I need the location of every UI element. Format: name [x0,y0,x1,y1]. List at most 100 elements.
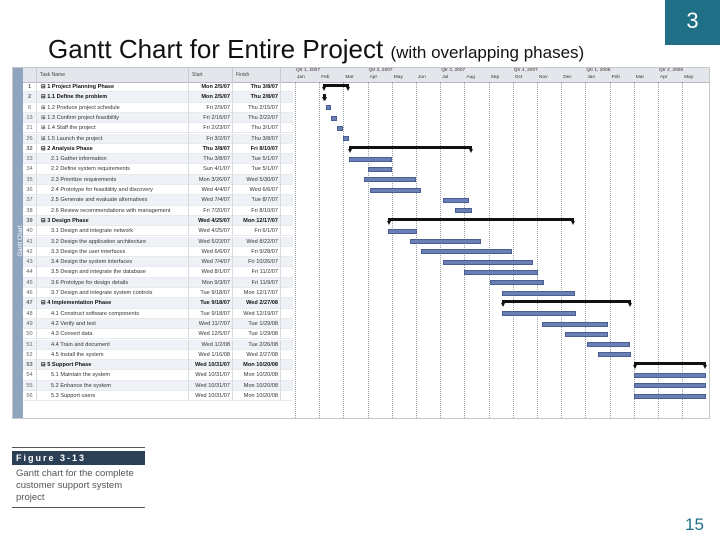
task-bar[interactable] [597,352,632,358]
summary-bar[interactable] [632,362,707,370]
task-bar[interactable] [409,239,482,245]
task-finish: Fri 10/26/07 [233,257,281,268]
task-bar[interactable] [367,167,392,172]
task-bar[interactable] [454,208,472,214]
task-finish: Thu 2/22/07 [233,112,281,124]
task-bar[interactable] [442,197,470,203]
task-finish: Tue 2/26/08 [233,339,281,350]
task-bar[interactable] [442,259,534,265]
task-start: Wed 1/16/08 [189,349,233,361]
table-row[interactable]: 41 3.2 Design the application architectur… [23,236,293,247]
quarter-label: Qtr 1, 2007 [296,68,320,73]
task-bar[interactable] [349,156,392,162]
task-bar[interactable] [541,321,609,327]
task-id: 45 [23,277,37,288]
task-bar[interactable] [420,249,512,255]
header-task-name[interactable]: Task Name [37,68,189,82]
table-row[interactable]: 43 3.4 Design the system interfaces Wed 7/… [23,257,293,268]
table-row[interactable]: 49 4.2 Verify and test Wed 11/7/07 Tue 1/29… [23,318,293,330]
summary-bar[interactable] [321,94,328,102]
task-id: 55 [23,380,37,391]
table-row[interactable]: 32 ⊟ 2 Analysis Phase Thu 3/8/07 Fri 8/10/0… [23,143,293,155]
timeline: Qtr 1, 2007 Jan Feb Mar Qtr 2, 2007 Apr May Jun… [293,68,709,418]
table-row[interactable]: 21 ⊞ 1.4 Staff the project Fri 2/23/07 Thu … [23,123,293,134]
task-name: ⊟ 2 Analysis Phase [37,143,189,155]
table-row[interactable]: 55 5.2 Enhance the system Wed 10/31/07 Mon … [23,380,293,391]
task-table: Task Name Start Finish 1 ⊟ 1 Project Plan… [23,68,293,418]
task-id: 2 [23,92,37,103]
task-start: Fri 2/9/07 [189,102,233,113]
task-bar[interactable] [586,342,631,348]
month-label: Feb [321,75,330,80]
table-row[interactable]: 56 5.3 Support users Wed 10/31/07 Mon 10/20… [23,391,293,402]
month-gridline [512,82,514,418]
task-name: 3.1 Design and integrate network [37,226,189,237]
table-row[interactable]: 48 4.1 Construct software components Tue 9… [23,308,293,319]
task-name: 4.5 Install the system [37,349,189,361]
task-bar[interactable] [501,290,575,296]
task-name: ⊞ 1.3 Confirm project feasibility [37,112,189,124]
table-row[interactable]: 54 5.1 Maintain the system Wed 10/31/07 Mon… [23,370,293,381]
table-row[interactable]: 42 3.3 Design the user interfaces Wed 6/6/… [23,246,293,258]
month-gridline [561,82,563,418]
table-row[interactable]: 6 ⊞ 1.2 Produce project schedule Fri 2/9/0… [23,102,293,113]
table-row[interactable]: 36 2.4 Prototype for feasibility and disc… [23,185,293,196]
task-bar[interactable] [564,331,609,337]
summary-bar[interactable] [321,84,351,91]
task-bar[interactable] [489,280,545,286]
task-bar[interactable] [370,187,421,193]
table-row[interactable]: 39 ⊟ 3 Design Phase Wed 4/25/07 Mon 12/17/0… [23,215,293,227]
task-bar[interactable] [464,270,539,275]
table-row[interactable]: 26 ⊞ 1.5 Launch the project Fri 3/2/07 Thu … [23,133,293,144]
task-finish: Fri 11/9/07 [233,277,281,288]
task-finish: Thu 2/15/07 [233,102,281,113]
summary-bar[interactable] [348,145,473,153]
task-name: 2.6 Review recommendations with manageme… [37,205,189,216]
task-finish: Wed 12/19/07 [233,308,281,319]
table-row[interactable]: 45 3.6 Prototype for design details Mon 9/… [23,277,293,288]
table-row[interactable]: 1 ⊟ 1 Project Planning Phase Mon 2/5/07 Thu… [23,82,293,93]
task-bar[interactable] [343,136,350,142]
table-row[interactable]: 13 ⊞ 1.3 Confirm project feasibility Fri 2… [23,112,293,124]
table-row[interactable]: 40 3.1 Design and integrate network Wed 4/… [23,226,293,237]
header-start[interactable]: Start [189,68,233,82]
table-row[interactable]: 34 2.2 Define system requirements Sun 4/1/… [23,164,293,175]
header-finish[interactable]: Finish [233,68,281,82]
month-label: Dec [563,75,572,80]
table-row[interactable]: 51 4.4 Train and document Wed 1/2/08 Tue 2/… [23,339,293,350]
task-bar[interactable] [337,125,344,131]
table-row[interactable]: 44 3.5 Design and integrate the database W… [23,267,293,278]
task-bar[interactable] [633,373,707,378]
table-row[interactable]: 35 2.3 Prioritize requirements Mon 3/26/07… [23,174,293,185]
task-name: ⊞ 1.5 Launch the project [37,133,189,144]
table-row[interactable]: 50 4.3 Convert data Wed 12/5/07 Tue 1/29/08 [23,329,293,340]
table-row[interactable]: 53 ⊟ 5 Support Phase Wed 10/31/07 Mon 10/20… [23,360,293,371]
table-row[interactable]: 2 ⊟ 1.1 Define the problem Mon 2/5/07 Thu 2… [23,92,293,103]
table-row[interactable]: 46 3.7 Design and integrate system contro… [23,288,293,299]
table-row[interactable]: 47 ⊟ 4 Implementation Phase Tue 9/18/07 Wed… [23,298,293,309]
table-row[interactable]: 38 2.6 Review recommendations with manage… [23,205,293,216]
task-bar[interactable] [363,177,416,183]
task-id: 34 [23,164,37,175]
timeline-header: Qtr 1, 2007 Jan Feb Mar Qtr 2, 2007 Apr May Jun… [293,68,709,83]
task-start: Wed 11/7/07 [189,318,233,330]
task-id: 21 [23,123,37,134]
summary-bar[interactable] [500,300,633,308]
task-bar[interactable] [633,393,707,399]
chapter-badge: 3 [665,0,720,45]
task-name: 2.5 Generate and evaluate alternatives [37,195,189,206]
task-bar[interactable] [326,105,332,111]
table-row[interactable]: 37 2.5 Generate and evaluate alternatives… [23,195,293,206]
month-label: Jun [418,75,426,80]
task-bar[interactable] [331,115,338,121]
task-name: 5.3 Support users [37,391,189,402]
table-row[interactable]: 52 4.5 Install the system Wed 1/16/08 Wed 2… [23,349,293,361]
task-bar[interactable] [388,228,418,234]
task-bar[interactable] [501,311,576,317]
summary-bar[interactable] [387,217,576,225]
task-name: 2.4 Prototype for feasibility and discov… [37,185,189,196]
task-name: 3.7 Design and integrate system controls [37,288,189,299]
task-bar[interactable] [633,383,707,389]
table-row[interactable]: 33 2.1 Gather information Thu 3/8/07 Tue 5/… [23,154,293,165]
task-start: Tue 9/18/07 [189,298,233,309]
